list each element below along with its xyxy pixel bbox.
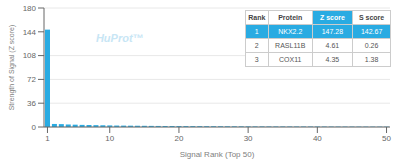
svg-text:0: 0 [32,123,37,132]
svg-text:50: 50 [382,134,391,143]
html-text:147.28: 147.28 [321,27,344,35]
html-text:Protein: Protein [278,13,303,21]
html-text:0.26: 0.26 [364,41,379,49]
html-text:4.61: 4.61 [325,41,340,49]
html-text:1.38: 1.38 [364,55,379,63]
svg-text:36: 36 [27,99,36,108]
html-text:S score: S score [358,13,385,21]
svg-text:144: 144 [23,28,37,37]
html-text:COX11: COX11 [279,55,302,63]
html-text:Z score: Z score [319,13,345,21]
svg-text:30: 30 [244,134,253,143]
svg-text:180: 180 [23,4,37,13]
svg-text:1: 1 [45,134,50,143]
html-text:4.35: 4.35 [325,55,340,63]
html-text:3: 3 [254,55,259,63]
svg-text:40: 40 [313,134,322,143]
html-text:2: 2 [254,41,259,49]
html-text:1: 1 [254,27,259,35]
html-text:HuProt™: HuProt™ [95,31,144,44]
html-text:RASL11B: RASL11B [275,41,306,49]
html-text:NKX2.2: NKX2.2 [278,27,303,35]
svg-text:10: 10 [105,134,114,143]
svg-text:108: 108 [23,51,37,60]
svg-text:Signal Rank (Top 50): Signal Rank (Top 50) [180,150,255,159]
svg-text:20: 20 [174,134,183,143]
html-text:Rank: Rank [248,13,266,21]
svg-text:72: 72 [27,75,36,84]
html-text:142.67: 142.67 [360,27,383,35]
svg-text:Strength of Signal (Z score): Strength of Signal (Z score) [8,25,16,111]
